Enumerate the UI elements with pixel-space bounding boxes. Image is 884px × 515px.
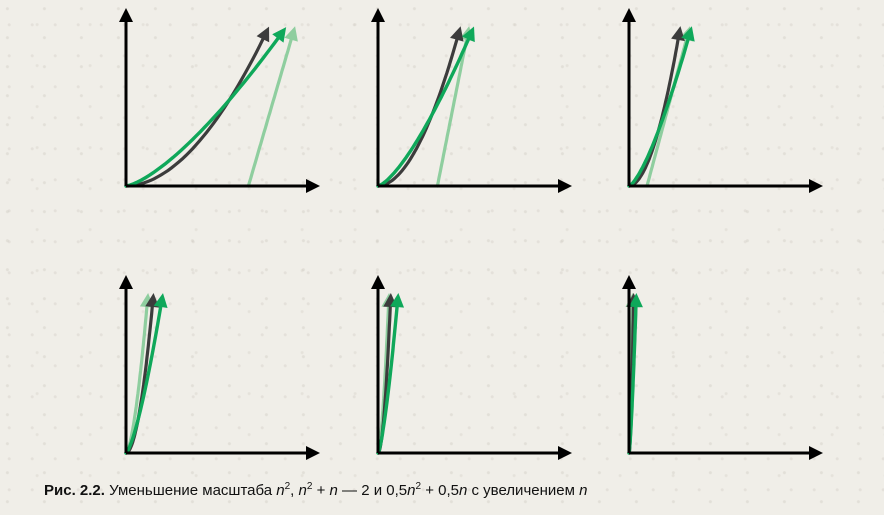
y-axis-arrow bbox=[119, 275, 133, 289]
caption-sup: 2 bbox=[306, 481, 313, 492]
y-axis-arrow bbox=[622, 275, 636, 289]
faint-green-series bbox=[246, 26, 298, 188]
n-squared-series-line bbox=[124, 30, 268, 188]
y-axis-arrow bbox=[371, 8, 385, 22]
n-squared-series-arrow bbox=[450, 26, 464, 42]
n-squared-plus-n-series bbox=[124, 293, 168, 455]
chart-panel-5 bbox=[371, 275, 572, 460]
caption-var: n bbox=[329, 482, 338, 499]
caption-var: n bbox=[579, 482, 588, 499]
caption-sup: 2 bbox=[415, 481, 422, 492]
n-squared-plus-n-series-line bbox=[376, 297, 400, 455]
figure-caption: Рис. 2.2. Уменьшение масштаба n2, n2 + n… bbox=[44, 481, 587, 501]
n-squared-plus-n-series-line bbox=[376, 30, 474, 188]
caption-var: n bbox=[407, 482, 416, 499]
chart-panel-2 bbox=[371, 8, 572, 193]
x-axis-arrow bbox=[558, 179, 572, 193]
x-axis-arrow bbox=[306, 446, 320, 460]
chart-panel-6 bbox=[622, 275, 823, 460]
x-axis-arrow bbox=[558, 446, 572, 460]
caption-text: — 2 и 0,5 bbox=[337, 482, 408, 499]
n-squared-plus-n-series bbox=[376, 26, 475, 188]
caption-text: + bbox=[312, 482, 330, 499]
chart-panel-3 bbox=[622, 8, 823, 193]
caption-var: n bbox=[276, 482, 285, 499]
x-axis-arrow bbox=[809, 446, 823, 460]
faint-green-series-line bbox=[435, 30, 470, 188]
caption-sup: 2 bbox=[284, 481, 291, 492]
caption-var: n bbox=[458, 482, 468, 499]
y-axis-arrow bbox=[119, 8, 133, 22]
chart-panel-4 bbox=[119, 275, 320, 460]
caption-text: , bbox=[290, 482, 299, 499]
n-squared-series-line bbox=[376, 30, 461, 188]
y-axis-arrow bbox=[622, 8, 636, 22]
n-squared-series bbox=[124, 26, 270, 188]
n-squared-series bbox=[124, 293, 160, 455]
faint-green-series-arrow bbox=[284, 26, 298, 42]
n-squared-plus-n-series-arrow bbox=[461, 26, 475, 43]
caption-text: Уменьшение масштаба bbox=[104, 482, 277, 499]
n-squared-series-arrow bbox=[256, 26, 270, 43]
n-squared-plus-n-series-line bbox=[124, 297, 164, 455]
faint-green-series-line bbox=[246, 30, 295, 188]
n-squared-plus-n-series bbox=[376, 293, 405, 455]
n-squared-plus-n-series-arrow bbox=[272, 27, 287, 43]
chart-panel-1 bbox=[119, 8, 320, 193]
n-squared-plus-n-series bbox=[124, 27, 287, 188]
caption-var: n bbox=[298, 482, 307, 499]
caption-label: Рис. 2.2. bbox=[44, 482, 105, 499]
n-squared-plus-n-series-arrow bbox=[153, 293, 168, 309]
x-axis-arrow bbox=[306, 179, 320, 193]
n-squared-plus-n-series-arrow bbox=[628, 293, 643, 308]
n-squared-plus-n-series-arrow bbox=[681, 26, 695, 42]
caption-text: с увеличением bbox=[467, 482, 580, 499]
n-squared-plus-n-series-line bbox=[124, 30, 285, 188]
n-squared-plus-n-series bbox=[627, 26, 695, 188]
caption-text: + 0,5 bbox=[421, 482, 459, 499]
n-squared-series bbox=[627, 26, 685, 188]
n-squared-plus-n-series-line bbox=[627, 30, 692, 188]
n-squared-series bbox=[376, 26, 464, 188]
x-axis-arrow bbox=[809, 179, 823, 193]
n-squared-series-arrow bbox=[671, 26, 685, 42]
y-axis-arrow bbox=[371, 275, 385, 289]
n-squared-plus-n-series-arrow bbox=[390, 293, 405, 308]
